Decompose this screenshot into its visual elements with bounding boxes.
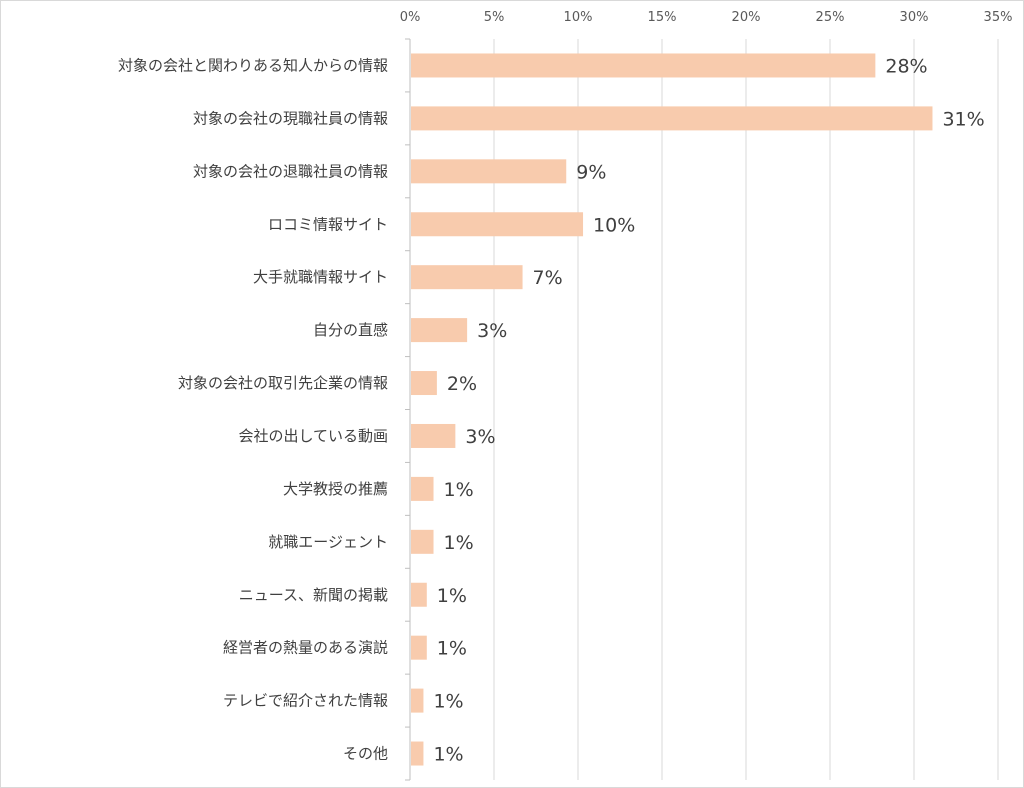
category-label: テレビで紹介された情報 [223, 692, 388, 710]
bar [411, 635, 427, 660]
x-tick-label: 35% [984, 10, 1013, 25]
x-tick-label: 0% [400, 10, 421, 25]
category-label: 経営者の熱量のある演説 [223, 639, 388, 657]
category-label: 会社の出している動画 [238, 427, 388, 445]
data-label: 10% [593, 214, 635, 236]
data-label: 1% [444, 479, 474, 501]
x-tick-label: 20% [732, 10, 761, 25]
x-tick-label: 10% [564, 10, 593, 25]
data-label: 31% [942, 108, 984, 130]
data-label: 1% [444, 532, 474, 554]
data-label: 1% [433, 691, 463, 713]
bar [411, 106, 933, 131]
bar [411, 318, 468, 343]
data-label: 3% [477, 320, 507, 342]
category-label: その他 [343, 745, 388, 763]
data-label: 1% [433, 744, 463, 766]
data-label: 28% [885, 55, 927, 77]
category-label: 自分の直感 [313, 321, 388, 339]
category-label: 対象の会社の取引先企業の情報 [178, 374, 388, 392]
bar [411, 529, 434, 554]
data-label: 3% [465, 426, 495, 448]
x-tick-label: 30% [900, 10, 929, 25]
data-label: 2% [447, 373, 477, 395]
category-label: 就職エージェント [268, 533, 388, 551]
bar [411, 741, 424, 766]
data-label: 1% [437, 638, 467, 660]
x-tick-label: 5% [484, 10, 505, 25]
data-label: 9% [576, 161, 606, 183]
bar [411, 688, 424, 713]
data-label: 7% [533, 267, 563, 289]
x-tick-label: 25% [816, 10, 845, 25]
bar [411, 53, 876, 78]
bar [411, 265, 523, 290]
x-tick-label: 15% [648, 10, 677, 25]
category-label: ニュース、新聞の掲載 [239, 586, 388, 604]
bar [411, 159, 567, 184]
category-label: 大手就職情報サイト [253, 268, 388, 286]
category-label: 対象の会社の現職社員の情報 [193, 109, 388, 127]
category-label: 対象の会社の退職社員の情報 [193, 162, 388, 180]
bar [411, 423, 456, 448]
bar [411, 212, 584, 237]
bar [411, 582, 427, 607]
bar [411, 371, 437, 396]
category-label: ロコミ情報サイト [268, 215, 388, 233]
category-label: 対象の会社と関わりある知人からの情報 [118, 56, 388, 74]
bar [411, 476, 434, 501]
data-label: 1% [437, 585, 467, 607]
category-label: 大学教授の推薦 [283, 480, 388, 498]
